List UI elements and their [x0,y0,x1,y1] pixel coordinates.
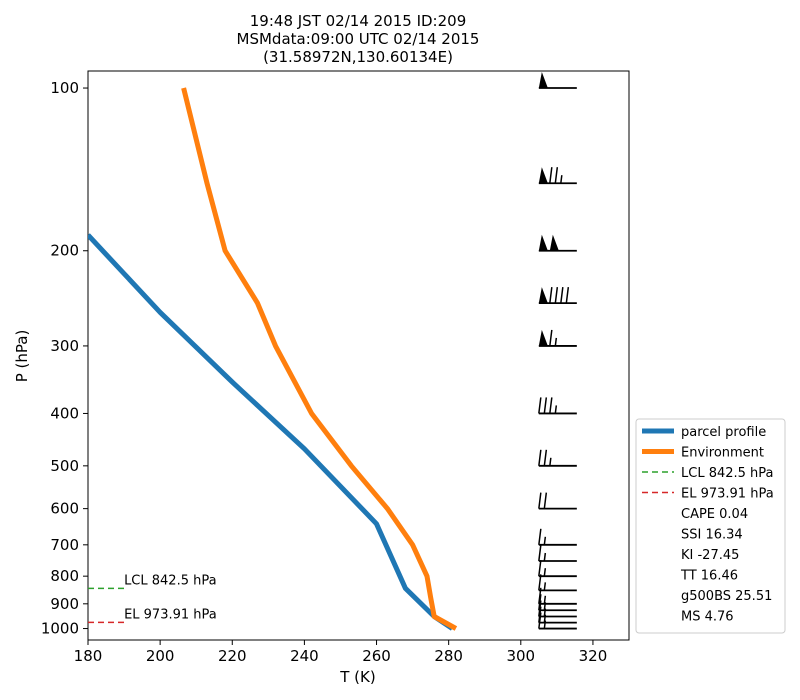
wind-barb [538,449,577,467]
wind-barb [538,544,577,562]
x-tick-label: 180 [74,647,103,665]
legend: parcel profile Environment LCL 842.5 hPa EL… [635,418,786,634]
wind-barb [538,287,577,305]
y-tick-label: 700 [50,536,79,554]
series-layer [88,87,458,631]
wind-barb [538,574,577,592]
legend-label: LCL 842.5 hPa [681,466,774,481]
x-tick-label: 280 [434,647,463,665]
wind-barb [538,167,577,185]
legend-label: parcel profile [681,425,766,440]
y-axis-label: P (hPa) [13,330,31,383]
y-tick-label: 100 [50,79,79,97]
chart-title: 19:48 JST 02/14 2015 ID:209 MSMdata:09:0… [237,12,480,66]
el-annotation: EL 973.91 hPa [124,607,217,622]
title-line-3: (31.58972N,130.60134E) [263,48,453,66]
y-tick-label: 1000 [41,620,79,638]
y-tick-label: 300 [50,337,79,355]
legend-index-label: CAPE 0.04 [681,507,748,522]
y-tick-label: 200 [50,242,79,260]
legend-index-label: MS 4.76 [681,610,734,625]
x-tick-label: 320 [579,647,608,665]
legend-index-label: TT 16.46 [680,569,738,584]
environment-line [181,87,458,631]
wind-barb [538,492,577,510]
wind-barb [538,560,577,578]
reference-lines: LCL 842.5 hPa EL 973.91 hPa [88,573,217,624]
y-tick-label: 400 [50,404,79,422]
title-line-1: 19:48 JST 02/14 2015 ID:209 [250,12,466,30]
legend-index-label: SSI 16.34 [681,528,743,543]
y-tick-label: 800 [50,567,79,585]
wind-barb [538,234,577,252]
x-tick-label: 200 [146,647,175,665]
plot-area-frame [87,70,630,641]
wind-barb [538,72,577,89]
legend-index-label: KI -27.45 [681,548,739,563]
wind-barb [538,329,577,347]
parcel-profile-line [88,233,454,631]
x-tick-label: 260 [362,647,391,665]
x-axis-label: T (K) [339,668,375,686]
x-tick-label: 220 [218,647,247,665]
y-axis-ticks: 100 200 300 400 500 600 700 800 900 1000 [41,79,88,638]
wind-barb [538,397,577,415]
legend-label: Environment [681,446,764,461]
y-tick-label: 600 [50,500,79,518]
x-tick-label: 240 [290,647,319,665]
wind-barbs [538,72,577,630]
x-tick-label: 300 [506,647,535,665]
legend-index-label: g500BS 25.51 [681,589,772,604]
title-line-2: MSMdata:09:00 UTC 02/14 2015 [237,30,480,48]
legend-items: parcel profile Environment LCL 842.5 hPa EL… [642,425,774,625]
x-axis-ticks: 180 200 220 240 260 280 300 320 [74,640,608,665]
wind-barb [538,612,577,630]
lcl-annotation: LCL 842.5 hPa [124,573,217,588]
y-tick-label: 500 [50,457,79,475]
legend-label: EL 973.91 hPa [681,487,774,502]
y-tick-label: 900 [50,595,79,613]
wind-barb [538,528,577,546]
